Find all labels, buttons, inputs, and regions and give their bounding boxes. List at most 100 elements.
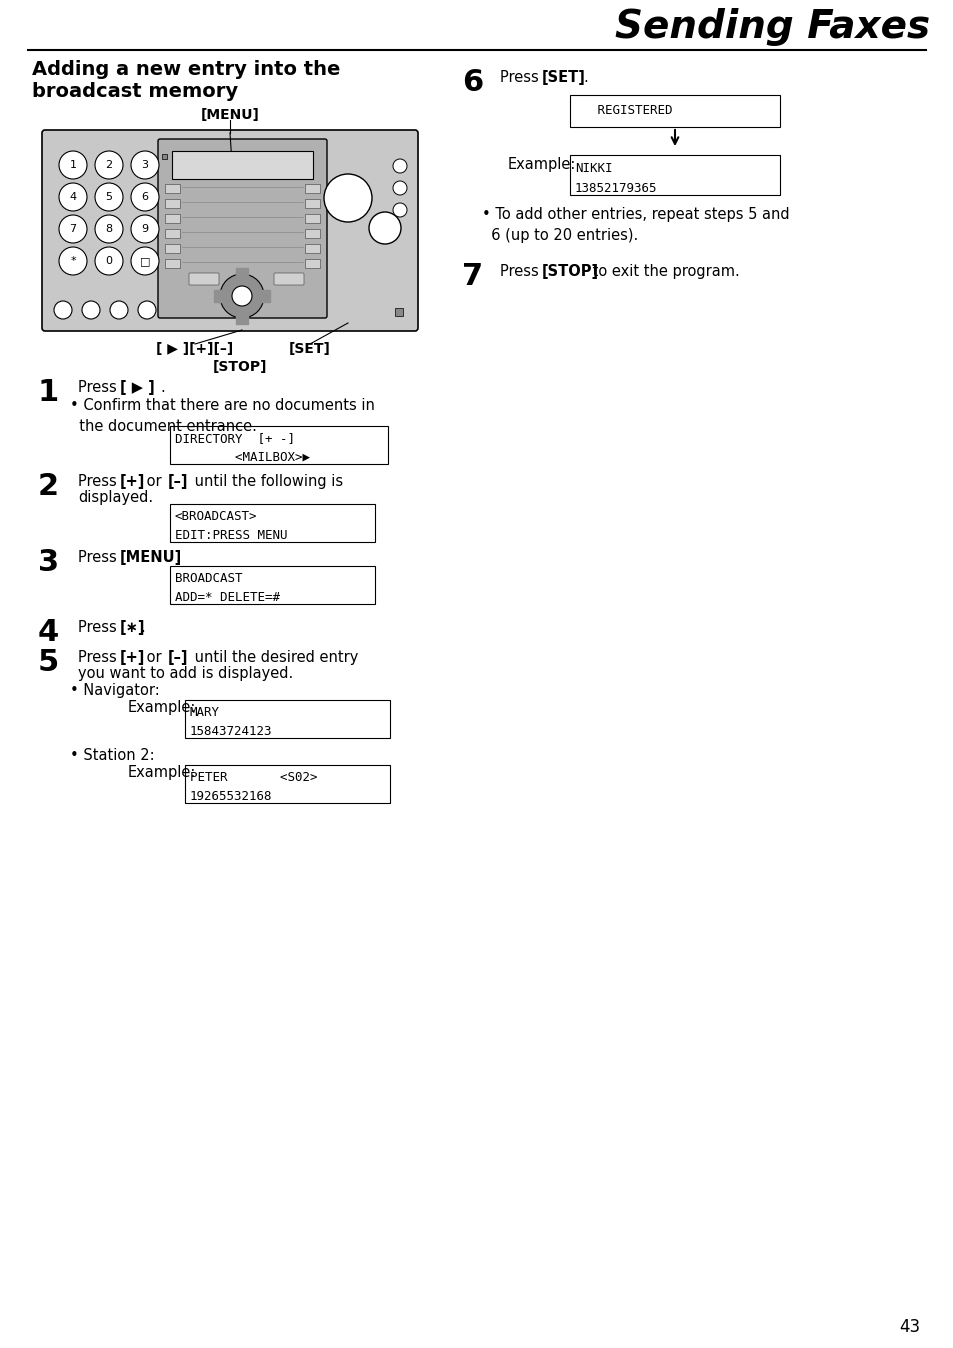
Text: REGISTERED: REGISTERED — [575, 105, 672, 117]
Text: 7: 7 — [70, 224, 76, 235]
Bar — [165, 214, 180, 222]
Text: 4: 4 — [38, 617, 59, 647]
Text: until the following is: until the following is — [190, 474, 343, 489]
Text: 15843724123: 15843724123 — [190, 725, 273, 737]
Text: 19265532168: 19265532168 — [190, 790, 273, 803]
Bar — [569, 155, 780, 195]
Text: □: □ — [139, 256, 150, 266]
Bar — [162, 154, 167, 159]
Text: *: * — [71, 256, 75, 266]
Text: 6: 6 — [141, 191, 149, 202]
Text: to exit the program.: to exit the program. — [587, 264, 739, 279]
Text: .: . — [140, 620, 145, 635]
Text: 1: 1 — [70, 160, 76, 170]
Text: 7: 7 — [461, 262, 482, 291]
Text: 9: 9 — [141, 224, 149, 235]
Text: 3: 3 — [38, 549, 59, 577]
Text: BROADCAST: BROADCAST — [174, 572, 242, 585]
Text: Press: Press — [78, 650, 121, 665]
Bar — [165, 200, 180, 208]
Text: • To add other entries, repeat steps 5 and
  6 (up to 20 entries).: • To add other entries, repeat steps 5 a… — [481, 208, 789, 243]
Text: Press: Press — [499, 70, 543, 85]
Text: Example:: Example: — [507, 156, 576, 173]
Text: Sending Faxes: Sending Faxes — [615, 8, 929, 46]
Text: 8: 8 — [106, 224, 112, 235]
Text: 2: 2 — [38, 472, 59, 501]
Text: 6: 6 — [461, 67, 483, 97]
Bar — [165, 244, 180, 253]
Bar — [235, 311, 248, 324]
Text: displayed.: displayed. — [78, 491, 153, 506]
Circle shape — [138, 301, 156, 319]
Bar — [235, 268, 248, 280]
Text: 0: 0 — [106, 256, 112, 266]
Text: you want to add is displayed.: you want to add is displayed. — [78, 666, 293, 681]
FancyBboxPatch shape — [42, 129, 417, 332]
Text: Press: Press — [78, 380, 121, 395]
Text: .: . — [582, 70, 587, 85]
Text: [SET]: [SET] — [289, 342, 331, 356]
Bar — [305, 214, 319, 222]
Bar — [305, 244, 319, 253]
Text: Press: Press — [78, 550, 121, 565]
Text: 5: 5 — [106, 191, 112, 202]
Circle shape — [95, 151, 123, 179]
Circle shape — [232, 286, 252, 306]
Text: or: or — [142, 650, 166, 665]
FancyBboxPatch shape — [189, 274, 219, 284]
Text: <MAILBOX>▶: <MAILBOX>▶ — [174, 450, 310, 464]
Text: [+]: [+] — [120, 650, 145, 665]
Circle shape — [369, 212, 400, 244]
Bar — [213, 290, 226, 302]
Circle shape — [131, 151, 159, 179]
Circle shape — [131, 214, 159, 243]
Circle shape — [220, 274, 264, 318]
Text: [–]: [–] — [168, 474, 189, 489]
Bar — [170, 566, 375, 604]
Circle shape — [54, 301, 71, 319]
Bar — [395, 307, 402, 315]
Bar — [172, 151, 313, 179]
Bar — [165, 183, 180, 193]
Text: [ ▶ ][+][–]: [ ▶ ][+][–] — [156, 342, 233, 356]
Text: 4: 4 — [70, 191, 76, 202]
Text: EDIT:PRESS MENU: EDIT:PRESS MENU — [174, 528, 287, 542]
Text: [STOP]: [STOP] — [213, 360, 267, 373]
Text: DIRECTORY  [+ -]: DIRECTORY [+ -] — [174, 431, 294, 445]
Text: Adding a new entry into the: Adding a new entry into the — [32, 61, 340, 80]
Bar — [165, 229, 180, 239]
Circle shape — [59, 151, 87, 179]
Text: Press: Press — [499, 264, 543, 279]
Bar — [305, 229, 319, 239]
Text: NIKKI: NIKKI — [575, 162, 612, 174]
Bar — [305, 259, 319, 268]
Text: • Confirm that there are no documents in
  the document entrance.: • Confirm that there are no documents in… — [70, 398, 375, 434]
Circle shape — [393, 204, 407, 217]
Text: • Navigator:: • Navigator: — [70, 683, 159, 698]
Bar — [170, 426, 388, 464]
Text: [MENU]: [MENU] — [200, 108, 259, 123]
Bar — [185, 700, 390, 737]
Text: Example:: Example: — [128, 766, 196, 780]
Text: 1: 1 — [38, 377, 59, 407]
Bar — [305, 183, 319, 193]
Bar — [185, 766, 390, 803]
Text: [∗]: [∗] — [120, 620, 146, 635]
Text: broadcast memory: broadcast memory — [32, 82, 238, 101]
Bar — [165, 259, 180, 268]
Text: .: . — [174, 550, 179, 565]
Circle shape — [59, 214, 87, 243]
Text: Press: Press — [78, 474, 121, 489]
Circle shape — [393, 159, 407, 173]
Circle shape — [95, 214, 123, 243]
Text: 5: 5 — [38, 648, 59, 677]
Text: MARY: MARY — [190, 706, 220, 718]
Circle shape — [95, 183, 123, 212]
Circle shape — [393, 181, 407, 195]
Text: [STOP]: [STOP] — [541, 264, 598, 279]
Bar — [257, 290, 270, 302]
Bar — [305, 200, 319, 208]
Bar — [170, 504, 375, 542]
Text: until the desired entry: until the desired entry — [190, 650, 358, 665]
Text: [–]: [–] — [168, 650, 189, 665]
